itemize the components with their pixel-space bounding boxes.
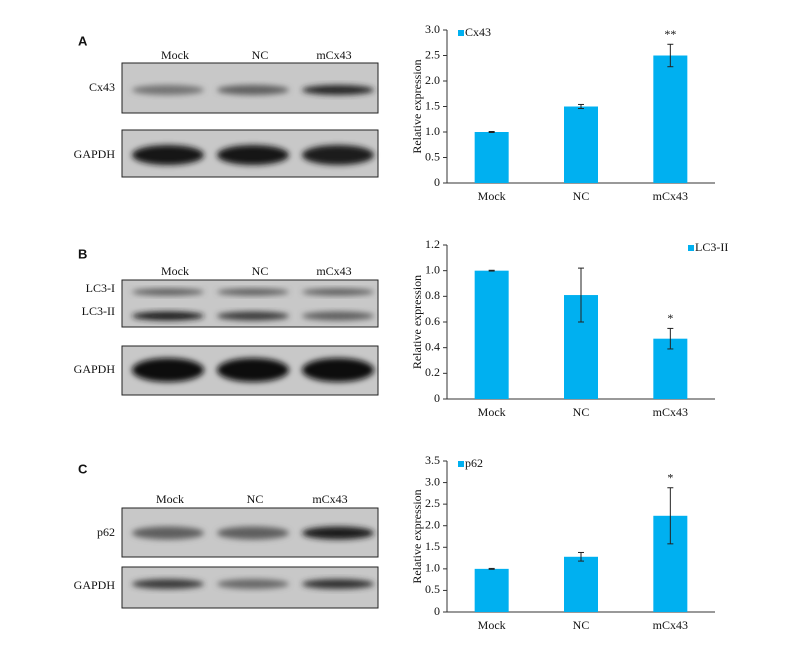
blot-band bbox=[217, 311, 289, 321]
lane-label: NC bbox=[247, 492, 264, 506]
y-tick-label: 2.5 bbox=[425, 47, 440, 61]
blot-band bbox=[302, 311, 374, 321]
band-label: LC3-II bbox=[82, 304, 115, 318]
band-label: LC3-I bbox=[86, 281, 115, 295]
legend-label: Cx43 bbox=[465, 25, 491, 39]
x-tick-label: NC bbox=[573, 618, 590, 632]
y-tick-label: 3.5 bbox=[425, 453, 440, 467]
blot-band bbox=[132, 579, 204, 589]
y-tick-label: 0.5 bbox=[425, 149, 440, 163]
blot-band bbox=[302, 526, 374, 540]
y-tick-label: 0.5 bbox=[425, 582, 440, 596]
x-tick-label: Mock bbox=[478, 405, 506, 419]
blot-band bbox=[132, 145, 204, 165]
band-label: GAPDH bbox=[74, 578, 116, 592]
y-tick-label: 2.0 bbox=[425, 73, 440, 87]
blot-band bbox=[132, 85, 204, 95]
band-label: p62 bbox=[97, 525, 115, 539]
x-tick-label: NC bbox=[573, 405, 590, 419]
y-tick-label: 2.5 bbox=[425, 496, 440, 510]
x-tick-label: Mock bbox=[478, 189, 506, 203]
legend-swatch bbox=[458, 30, 464, 36]
bar bbox=[564, 106, 598, 183]
blot-band bbox=[302, 288, 374, 296]
bar bbox=[653, 55, 688, 183]
lane-label: mCx43 bbox=[316, 264, 351, 278]
lane-label: NC bbox=[252, 48, 269, 62]
x-tick-label: NC bbox=[573, 189, 590, 203]
significance: ** bbox=[664, 27, 676, 41]
significance: * bbox=[667, 470, 673, 484]
blot-band bbox=[302, 85, 374, 95]
blot-band bbox=[217, 579, 289, 589]
y-tick-label: 3.0 bbox=[425, 22, 440, 36]
y-tick-label: 0.2 bbox=[425, 365, 440, 379]
y-tick-label: 0 bbox=[434, 391, 440, 405]
x-tick-label: Mock bbox=[478, 618, 506, 632]
lane-label: mCx43 bbox=[312, 492, 347, 506]
lane-label: NC bbox=[252, 264, 269, 278]
y-tick-label: 2.0 bbox=[425, 517, 440, 531]
y-tick-label: 1.5 bbox=[425, 539, 440, 553]
blot-band bbox=[302, 358, 374, 382]
y-axis-label: Relative expression bbox=[410, 489, 424, 583]
x-tick-label: mCx43 bbox=[653, 405, 688, 419]
blot-band bbox=[132, 288, 204, 296]
y-tick-label: 0 bbox=[434, 175, 440, 189]
blot-band bbox=[217, 358, 289, 382]
y-tick-label: 1.0 bbox=[425, 124, 440, 138]
bar bbox=[474, 568, 509, 612]
y-axis-label: Relative expression bbox=[410, 275, 424, 369]
blot-band bbox=[217, 145, 289, 165]
y-tick-label: 0.6 bbox=[425, 314, 440, 328]
blot-band bbox=[132, 526, 204, 540]
y-tick-label: 0.4 bbox=[425, 339, 440, 353]
legend-swatch bbox=[458, 461, 464, 467]
band-label: GAPDH bbox=[74, 362, 116, 376]
y-tick-label: 0 bbox=[434, 604, 440, 618]
y-tick-label: 1.5 bbox=[425, 98, 440, 112]
y-tick-label: 1.2 bbox=[425, 237, 440, 251]
panel-letter: A bbox=[78, 33, 88, 48]
blot-band bbox=[132, 311, 204, 321]
y-tick-label: 1.0 bbox=[425, 561, 440, 575]
blot-band bbox=[217, 85, 289, 95]
x-tick-label: mCx43 bbox=[653, 189, 688, 203]
band-label: Cx43 bbox=[89, 80, 115, 94]
lane-label: Mock bbox=[161, 48, 189, 62]
bar bbox=[474, 270, 509, 399]
lane-label: mCx43 bbox=[316, 48, 351, 62]
y-tick-label: 3.0 bbox=[425, 474, 440, 488]
legend-swatch bbox=[688, 245, 694, 251]
y-tick-label: 0.8 bbox=[425, 288, 440, 302]
band-label: GAPDH bbox=[74, 147, 116, 161]
y-tick-label: 1.0 bbox=[425, 262, 440, 276]
blot-band bbox=[217, 288, 289, 296]
blot-band bbox=[302, 579, 374, 589]
blot-band bbox=[217, 526, 289, 540]
legend-label: p62 bbox=[465, 456, 483, 470]
blot-band bbox=[302, 145, 374, 165]
bar bbox=[564, 556, 598, 612]
y-axis-label: Relative expression bbox=[410, 59, 424, 153]
legend-label: LC3-II bbox=[695, 240, 728, 254]
significance: * bbox=[667, 311, 673, 325]
lane-label: Mock bbox=[156, 492, 184, 506]
panel-letter: C bbox=[78, 461, 88, 476]
bar bbox=[474, 132, 509, 183]
panel-letter: B bbox=[78, 246, 87, 261]
x-tick-label: mCx43 bbox=[653, 618, 688, 632]
lane-label: Mock bbox=[161, 264, 189, 278]
blot-band bbox=[132, 358, 204, 382]
